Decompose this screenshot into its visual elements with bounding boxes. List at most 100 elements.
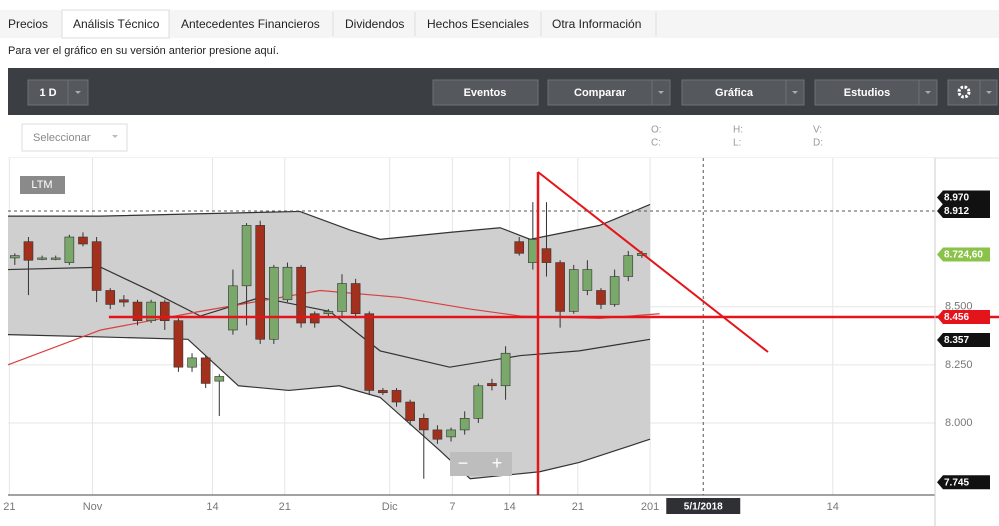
candle-body (214, 376, 225, 382)
price-label: 8.724,60 (944, 250, 983, 261)
button-label[interactable]: Gráfica (715, 87, 754, 99)
range-badge[interactable] (20, 176, 65, 194)
drawings (536, 171, 769, 495)
candle-body (596, 290, 606, 305)
price-tag (937, 190, 990, 205)
price-tag (937, 247, 990, 262)
band-lower (7, 334, 651, 480)
tab-active-bg (61, 9, 170, 39)
drawn-trend-line (537, 171, 769, 353)
candle-body (119, 299, 129, 303)
candle-body (159, 301, 170, 321)
tab[interactable]: Dividendos (345, 17, 404, 31)
candle-body (187, 357, 197, 368)
candle-body (337, 283, 347, 312)
zoom-out[interactable]: − (458, 453, 469, 473)
candle-body (405, 401, 415, 421)
x-tick-label: Nov (83, 501, 103, 513)
x-tick-label: 14 (504, 501, 516, 513)
candle-body (282, 266, 293, 301)
range-label[interactable]: LTM (31, 179, 52, 191)
candle-body (146, 301, 156, 321)
candle-body (241, 225, 252, 287)
candle-body (446, 429, 456, 438)
candle-body (64, 236, 75, 263)
button-label[interactable]: Estudios (844, 87, 890, 99)
candle-body (132, 301, 143, 321)
zoom-control (450, 452, 512, 476)
candle-body (23, 241, 34, 261)
cursor-x-label: 5/1/2018 (684, 502, 723, 513)
y-tick-label: 8.500 (945, 301, 973, 313)
carets (75, 91, 992, 94)
tab[interactable]: Análisis Técnico (73, 17, 160, 31)
caret (112, 135, 118, 138)
x-tick-label: 14 (827, 501, 839, 513)
candle-body (568, 269, 579, 312)
price-tag (937, 332, 990, 347)
ohlc-label: L: (733, 138, 741, 149)
candle-body (309, 313, 320, 324)
candle-body (255, 225, 265, 340)
candle-body (364, 313, 375, 391)
candle-body (228, 285, 238, 331)
price-label: 8.357 (944, 335, 969, 346)
selector[interactable] (21, 123, 128, 152)
candle-body (528, 239, 538, 263)
candle-body (391, 390, 402, 403)
candle-body (296, 266, 306, 324)
candle-body (514, 241, 525, 254)
candle-body (350, 283, 361, 315)
tab[interactable]: Hechos Esenciales (427, 17, 529, 31)
interval[interactable]: 1 D (39, 87, 56, 99)
ohlc-label: D: (813, 138, 823, 149)
candle-body (37, 257, 47, 260)
candle-body (541, 248, 552, 263)
selector-label[interactable]: Seleccionar (33, 132, 91, 144)
candle-body (91, 241, 102, 291)
candle-body (10, 255, 20, 259)
x-tick-label: 21 (572, 501, 584, 513)
axis: 21 Nov 14 21 Dic 7 14 21 201 14 8.000 8.250 8.500 5/1… (3, 158, 999, 526)
button-label[interactable]: Comparar (574, 87, 627, 99)
price-label: 8.970 (944, 193, 969, 204)
x-tick-label: Dic (382, 501, 398, 513)
price-tag (937, 203, 990, 218)
candle-body (105, 290, 116, 305)
x-tick-label: 14 (206, 501, 218, 513)
tab[interactable]: Antecedentes Financieros (181, 17, 320, 31)
candle-body (78, 236, 88, 245)
button-label[interactable]: Eventos (464, 87, 507, 99)
x-tick-label: 7 (449, 501, 455, 513)
ohlc-label: C: (651, 138, 661, 149)
button[interactable] (432, 79, 539, 106)
x-tick-label: 21 (3, 501, 15, 513)
candle-body (555, 262, 565, 312)
candle-body (473, 385, 484, 419)
candle-body (323, 311, 334, 315)
candle-body (609, 276, 620, 305)
price-label: 8.456 (944, 312, 969, 323)
price-label: 8.912 (944, 206, 969, 217)
candle-body (582, 269, 593, 291)
tab[interactable]: Otra Información (552, 17, 641, 31)
zoom-in[interactable]: + (492, 453, 503, 473)
ohlc-label: O: (651, 125, 662, 136)
gear-icon (957, 85, 971, 99)
settings-button[interactable] (947, 79, 981, 106)
candle-body (459, 418, 470, 431)
price-label: 7.745 (944, 477, 969, 488)
price-tag (937, 475, 990, 490)
button[interactable] (27, 79, 69, 106)
button[interactable] (814, 79, 920, 106)
plot (7, 158, 935, 495)
band-upper (8, 203, 651, 240)
candle-body (487, 383, 497, 387)
candle-body (200, 357, 211, 384)
y-tick-label: 8.000 (945, 417, 973, 429)
candle-body (500, 352, 511, 387)
notice[interactable]: Para ver el gráfico en su versión anteri… (8, 45, 279, 57)
tab[interactable]: Precios (8, 17, 48, 31)
price-tag (937, 309, 990, 324)
